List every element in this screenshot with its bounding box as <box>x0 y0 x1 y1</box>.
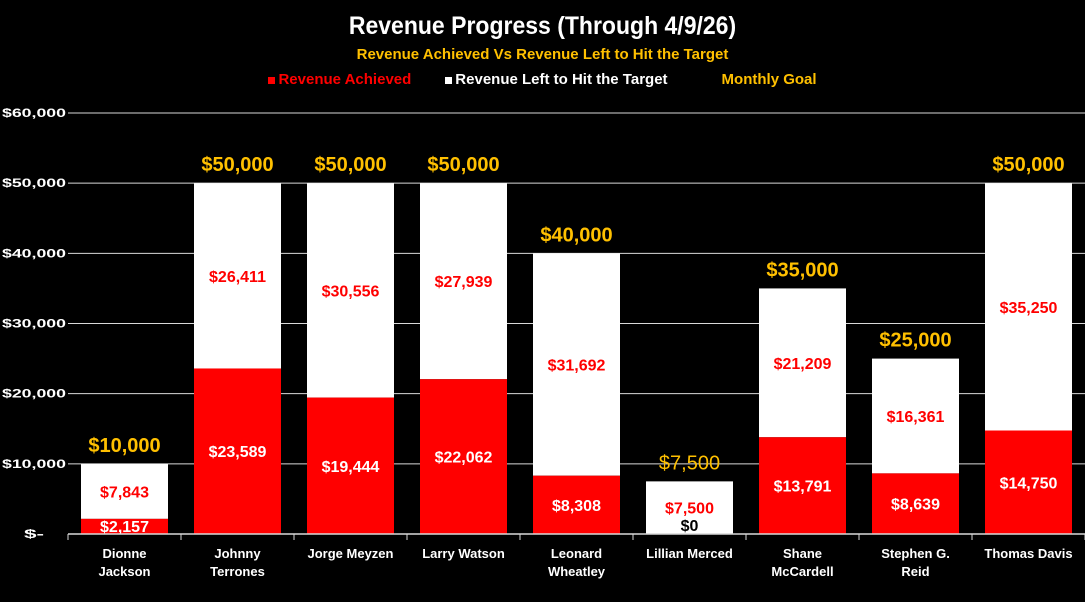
x-tick-label: McCardell <box>771 564 833 579</box>
y-tick-label: $- <box>24 527 44 541</box>
chart-subtitle: Revenue Achieved Vs Revenue Left to Hit … <box>356 46 729 63</box>
legend-item-achieved: Revenue Achieved <box>268 71 411 88</box>
bar-achieved <box>533 475 620 534</box>
x-tick-label: Terrones <box>210 564 265 579</box>
goal-label: $10,000 <box>88 435 160 457</box>
bar-achieved <box>420 379 507 534</box>
y-tick-label: $20,000 <box>2 387 66 401</box>
legend-swatch <box>268 76 276 84</box>
data-label-left: $16,361 <box>887 409 945 426</box>
goal-label: $35,000 <box>766 259 838 281</box>
goal-label: $40,000 <box>540 224 612 246</box>
bar-achieved <box>81 518 168 534</box>
y-tick-label: $40,000 <box>2 246 66 260</box>
goal-label: $50,000 <box>314 154 386 176</box>
data-label-achieved: $2,157 <box>100 519 149 536</box>
bar-left-to-target <box>533 253 620 476</box>
legend-label: Revenue Achieved <box>278 71 412 88</box>
data-label-left: $35,250 <box>1000 300 1058 317</box>
bar-achieved <box>985 430 1072 534</box>
bar-achieved <box>872 473 959 534</box>
bar-left-to-target <box>81 463 168 519</box>
data-label-left: $31,692 <box>548 358 606 375</box>
data-label-achieved: $14,750 <box>1000 475 1058 492</box>
legend-item-goal: Monthly Goal <box>722 71 817 88</box>
data-label-achieved: $19,444 <box>322 459 380 476</box>
y-tick-label: $30,000 <box>2 317 66 331</box>
x-tick-label: Jorge Meyzen <box>308 546 394 561</box>
data-label-achieved: $0 <box>681 518 699 535</box>
y-tick-label: $10,000 <box>2 457 66 471</box>
goal-label: $7,500 <box>659 452 720 474</box>
bar-left-to-target <box>872 358 959 474</box>
x-tick-label: Jackson <box>98 564 150 579</box>
x-tick-label: Shane <box>783 546 822 561</box>
data-label-left: $27,939 <box>435 274 493 291</box>
data-label-left: $21,209 <box>774 356 832 373</box>
bar-achieved <box>307 397 394 534</box>
data-label-left: $7,843 <box>100 484 149 501</box>
x-tick-label: Leonard <box>551 546 602 561</box>
goal-label: $25,000 <box>879 330 951 352</box>
bar-left-to-target <box>646 481 733 534</box>
data-label-achieved: $8,308 <box>552 498 601 515</box>
legend-label: Revenue Left to Hit the Target <box>455 71 668 88</box>
bar-left-to-target <box>759 288 846 438</box>
data-label-achieved: $8,639 <box>891 497 940 514</box>
data-label-left: $7,500 <box>665 501 714 518</box>
chart-title: Revenue Progress (Through 4/9/26) <box>348 12 737 40</box>
goal-label: $50,000 <box>427 154 499 176</box>
legend: Revenue Achieved Revenue Left to Hit the… <box>0 71 1085 88</box>
x-tick-label: Stephen G. <box>881 546 950 561</box>
bar-left-to-target <box>985 183 1072 431</box>
bar-achieved <box>194 368 281 534</box>
x-tick-label: Dionne <box>102 546 146 561</box>
x-tick-label: Wheatley <box>548 564 606 579</box>
data-label-achieved: $13,791 <box>774 479 832 496</box>
legend-item-left: Revenue Left to Hit the Target <box>445 71 668 88</box>
bar-left-to-target <box>420 183 507 380</box>
data-label-left: $30,556 <box>322 283 380 300</box>
y-tick-label: $60,000 <box>2 106 66 120</box>
x-tick-label: Thomas Davis <box>984 546 1072 561</box>
data-label-achieved: $22,062 <box>435 450 493 467</box>
bar-left-to-target <box>307 183 394 398</box>
legend-label: Monthly Goal <box>721 71 817 88</box>
x-tick-label: Johnny <box>214 546 261 561</box>
y-tick-label: $50,000 <box>2 176 66 190</box>
x-tick-label: Larry Watson <box>422 546 505 561</box>
goal-label: $50,000 <box>992 154 1064 176</box>
legend-swatch <box>445 76 453 84</box>
data-label-achieved: $23,589 <box>209 444 267 461</box>
bar-left-to-target <box>194 183 281 369</box>
x-tick-label: Lillian Merced <box>646 546 733 561</box>
data-label-left: $26,411 <box>209 269 266 286</box>
goal-label: $50,000 <box>201 154 273 176</box>
bar-achieved <box>759 437 846 534</box>
x-tick-label: Reid <box>901 564 929 579</box>
